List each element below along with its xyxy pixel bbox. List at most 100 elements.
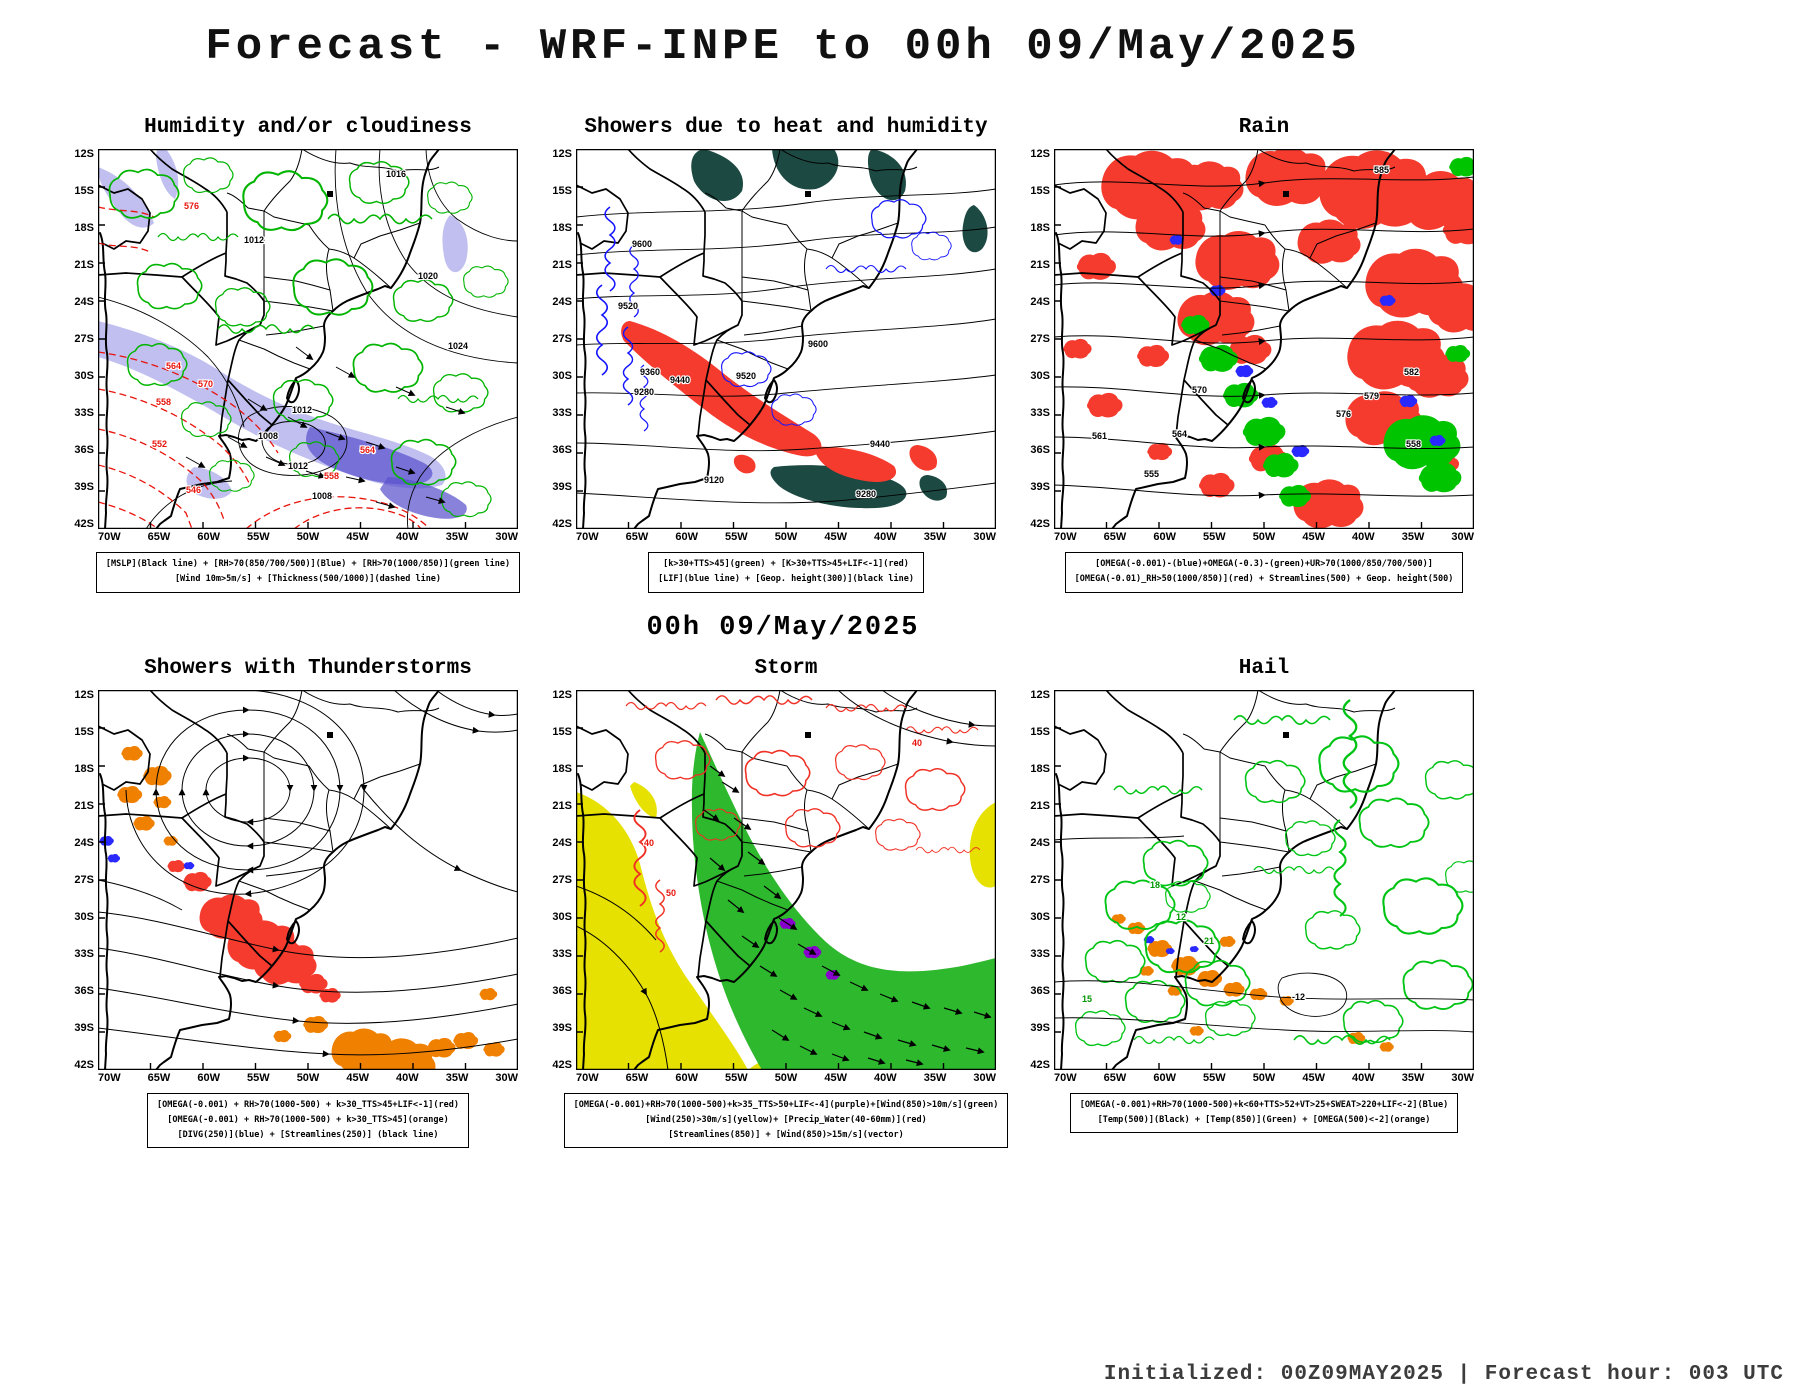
streamlines-500 — [1054, 176, 1474, 499]
lon-label: 30W — [973, 1071, 996, 1084]
lon-label: 45W — [824, 531, 847, 543]
lon-label: 40W — [396, 531, 419, 543]
thunderstorms-map — [98, 689, 518, 1070]
lat-axis: 12S 15S 18S 21S 24S 27S 30S 33S 36S 39S 42S — [64, 689, 98, 1070]
lon-label: 65W — [147, 531, 171, 543]
lon-label: 50W — [296, 531, 320, 543]
lat-label: 21S — [552, 799, 572, 812]
svg-text:546: 546 — [186, 485, 201, 495]
lon-label: 35W — [445, 1071, 469, 1084]
svg-text:564: 564 — [360, 445, 375, 455]
panel-hail-title: Hail — [1238, 656, 1290, 680]
contour-labels: 585 582 579 576 570 564 561 558 555 — [1091, 164, 1422, 480]
panel-humidity-map-area: 12S 15S 18S 21S 24S 27S 30S 33S 36S 39S 42S — [64, 149, 518, 530]
humidity-map-canvas: 1016 1012 1020 1024 1012 1008 1012 1008 … — [98, 149, 518, 529]
lat-label: 12S — [552, 148, 572, 160]
lat-label: 39S — [1030, 1021, 1050, 1034]
lat-label: 27S — [552, 873, 572, 886]
svg-text:9600: 9600 — [808, 339, 828, 349]
lon-axis: 70W 65W 60W 55W 50W 45W 40W 35W 30W — [98, 1071, 518, 1084]
page-title: Forecast - WRF-INPE to 00h 09/May/2025 — [205, 22, 1361, 72]
svg-text:558: 558 — [324, 471, 339, 481]
lon-label: 35W — [923, 531, 947, 543]
lat-label: 24S — [552, 836, 572, 849]
lat-label: 12S — [1030, 148, 1050, 160]
lon-label: 45W — [824, 1071, 847, 1084]
lon-label: 55W — [725, 531, 748, 543]
lat-label: 21S — [1030, 799, 1050, 812]
svg-text:552: 552 — [152, 439, 167, 449]
legend-line: [DIVG(250)](blue) + [Streamlines(250)] (… — [177, 1130, 439, 1141]
panel-heat-showers: Showers due to heat and humidity 12S 15S 1… — [542, 116, 996, 593]
lon-label: 30W — [973, 531, 996, 543]
lat-axis: 12S 15S 18S 21S 24S 27S 30S 33S 36S 39S 42S — [542, 688, 576, 1070]
lon-label: 35W — [1401, 1071, 1425, 1084]
lat-label: 42S — [74, 518, 94, 530]
svg-text:9120: 9120 — [704, 475, 724, 485]
panel-rain-title: Rain — [1238, 116, 1290, 139]
lat-label: 36S — [552, 444, 572, 456]
lon-label: 30W — [495, 1071, 518, 1084]
lon-label: 55W — [1203, 1071, 1226, 1084]
svg-text:18: 18 — [1150, 880, 1160, 890]
lon-label: 40W — [1352, 531, 1375, 543]
panel-rain: Rain 12S 15S 18S 21S 24S 27S 30S 33S 36S 39S 42S — [1020, 116, 1474, 593]
lat-label: 18S — [74, 762, 94, 775]
bottom-row: Showers with Thunderstorms 12S 15S 18S 21S 2… — [0, 657, 1800, 1149]
legend-box-rain: [OMEGA(-0.001)-(blue)+OMEGA(-0.3)-(green… — [1064, 552, 1464, 593]
lat-label: 33S — [552, 947, 572, 960]
lon-label: 50W — [774, 1071, 798, 1084]
lat-axis: 12S 15S 18S 21S 24S 27S 30S 33S 36S 39S 42S — [64, 149, 98, 530]
lat-label: 15S — [1030, 725, 1050, 738]
lat-label: 39S — [74, 1021, 94, 1034]
svg-text:9280: 9280 — [856, 489, 876, 499]
lon-label: 50W — [1252, 1071, 1276, 1084]
legend-line: [Temp(500)](Black) + [Temp(850)](Green) … — [1097, 1114, 1431, 1125]
mslp-contours — [98, 149, 518, 529]
panel-humidity: Humidity and/or cloudiness 12S 15S 18S 21S 2… — [64, 116, 521, 593]
storm-map: 40 50 40 — [576, 689, 996, 1070]
hail-map: 18 15 12 21 -12 — [1054, 689, 1474, 1070]
svg-text:558: 558 — [156, 397, 171, 407]
lat-label: 18S — [1030, 222, 1050, 234]
lat-label: 27S — [1030, 873, 1050, 886]
svg-text:564: 564 — [166, 361, 181, 371]
lon-label: 70W — [576, 1071, 599, 1084]
rain-map-canvas: 585 582 579 576 570 564 561 558 555 — [1054, 149, 1474, 529]
svg-text:570: 570 — [1192, 385, 1207, 395]
lat-label: 30S — [1030, 910, 1050, 923]
svg-text:9280: 9280 — [634, 387, 654, 397]
lat-label: 36S — [1030, 984, 1050, 997]
lon-label: 70W — [98, 1071, 121, 1084]
lat-label: 30S — [552, 910, 572, 923]
svg-text:555: 555 — [1144, 469, 1159, 479]
thunderstorms-map-canvas — [98, 689, 518, 1070]
lon-label: 45W — [346, 1071, 369, 1084]
lat-label: 30S — [74, 910, 94, 923]
lat-label: 12S — [552, 688, 572, 701]
lat-label: 39S — [1030, 481, 1050, 493]
wind-850-vectors — [703, 765, 992, 1066]
lat-label: 24S — [1030, 836, 1050, 849]
lon-label: 45W — [1302, 531, 1325, 543]
lon-axis: 70W 65W 60W 55W 50W 45W 40W 35W 30W — [1054, 1071, 1474, 1084]
lat-label: 36S — [74, 984, 94, 997]
svg-text:40: 40 — [912, 738, 922, 748]
lat-label: 18S — [552, 762, 572, 775]
lat-label: 15S — [74, 725, 94, 738]
svg-text:585: 585 — [1374, 165, 1389, 175]
geopotential-contours — [576, 188, 996, 504]
lon-axis: 70W 65W 60W 55W 50W 45W 40W 35W 30W — [576, 531, 996, 543]
lon-label: 60W — [675, 1071, 698, 1084]
svg-text:1024: 1024 — [448, 341, 468, 351]
lat-label: 12S — [1030, 688, 1050, 701]
svg-text:21: 21 — [1204, 936, 1214, 946]
rain-map: 585 582 579 576 570 564 561 558 555 — [1054, 149, 1474, 529]
lat-label: 30S — [1030, 370, 1050, 382]
legend-line: [MSLP](Black line) + [RH>70(850/700/500)… — [105, 559, 511, 569]
heat-showers-map-canvas: 9600 9520 9360 9280 9440 9520 9600 9440 … — [576, 149, 996, 529]
legend-line: [OMEGA(-0.01)_RH>50(1000/850)](red) + St… — [1074, 574, 1454, 585]
instability-shading — [621, 149, 988, 509]
legend-line: [k>30+TTS>45](green) + [K>30+TTS>45+LIF<… — [663, 559, 909, 569]
panel-storm-title: Storm — [754, 656, 818, 680]
